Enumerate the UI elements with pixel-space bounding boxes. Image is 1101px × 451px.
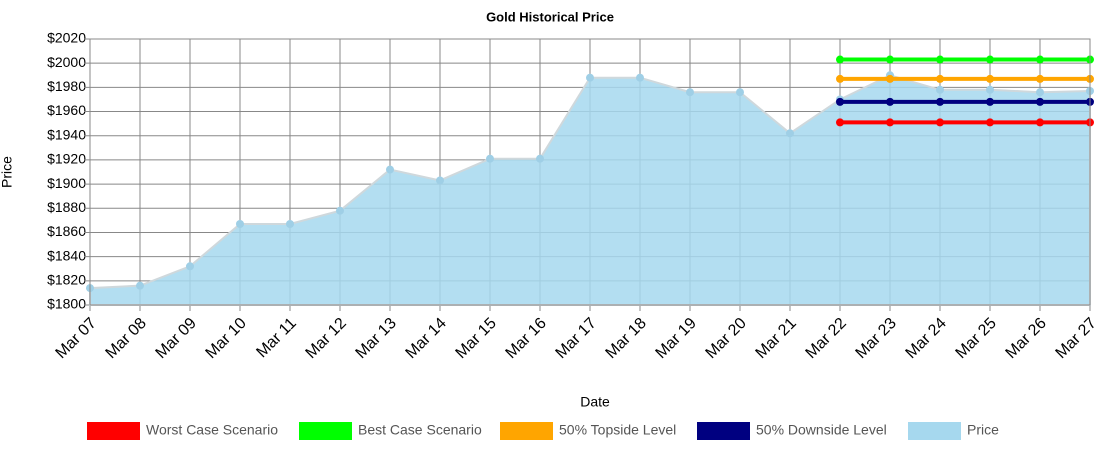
- data-point: [686, 88, 694, 97]
- data-point: [886, 55, 894, 64]
- y-tick-label: $2000: [47, 54, 86, 70]
- data-point: [936, 85, 944, 94]
- legend-swatch: [87, 422, 140, 440]
- chart-title: Gold Historical Price: [486, 9, 614, 24]
- x-tick-label: Mar 23: [853, 315, 900, 362]
- legend-label: 50% Downside Level: [756, 422, 887, 438]
- y-tick-label: $1960: [47, 102, 86, 118]
- x-tick-label: Mar 22: [803, 315, 850, 362]
- y-tick-label: $1840: [47, 247, 86, 263]
- data-point: [936, 55, 944, 64]
- legend-label: Price: [967, 422, 999, 438]
- y-axis-title: Price: [0, 156, 15, 188]
- y-tick-label: $1920: [47, 151, 86, 167]
- data-point: [986, 118, 994, 127]
- y-tick-label: $1820: [47, 272, 86, 288]
- data-point: [836, 74, 844, 83]
- y-tick-label: $1980: [47, 78, 86, 94]
- x-tick-label: Mar 21: [753, 315, 800, 362]
- x-tick-label: Mar 10: [203, 315, 250, 362]
- data-point: [636, 73, 644, 82]
- x-tick-label: Mar 14: [403, 315, 450, 362]
- legend-swatch: [697, 422, 750, 440]
- data-point: [936, 97, 944, 106]
- data-point: [736, 88, 744, 97]
- legend-swatch: [299, 422, 352, 440]
- x-axis-title: Date: [580, 394, 610, 410]
- data-point: [236, 219, 244, 228]
- x-tick-label: Mar 07: [53, 315, 100, 362]
- data-point: [886, 118, 894, 127]
- x-tick-label: Mar 26: [1003, 315, 1050, 362]
- legend-label: Best Case Scenario: [358, 422, 482, 438]
- data-point: [186, 262, 194, 271]
- x-tick-label: Mar 13: [353, 315, 400, 362]
- data-point: [1036, 55, 1044, 64]
- x-tick-label: Mar 16: [503, 315, 550, 362]
- y-tick-label: $1940: [47, 126, 86, 142]
- data-point: [486, 154, 494, 163]
- y-tick-label: $1860: [47, 223, 86, 239]
- data-point: [836, 118, 844, 127]
- data-point: [986, 97, 994, 106]
- x-tick-label: Mar 15: [453, 315, 500, 362]
- legend-label: Worst Case Scenario: [146, 422, 278, 438]
- x-tick-label: Mar 11: [253, 315, 299, 361]
- data-point: [386, 165, 394, 174]
- data-point: [586, 73, 594, 82]
- data-point: [136, 281, 144, 290]
- data-point: [1036, 118, 1044, 127]
- x-tick-label: Mar 17: [553, 315, 600, 362]
- x-tick-label: Mar 27: [1053, 315, 1100, 362]
- y-tick-label: $2020: [47, 30, 86, 46]
- data-point: [1036, 88, 1044, 97]
- data-point: [1036, 97, 1044, 106]
- data-point: [1036, 74, 1044, 83]
- data-point: [886, 74, 894, 83]
- y-tick-label: $1800: [47, 296, 86, 312]
- data-point: [986, 74, 994, 83]
- plot-border: [89, 38, 1091, 306]
- legend-swatch: [908, 422, 961, 440]
- data-point: [886, 97, 894, 106]
- x-tick-label: Mar 24: [903, 315, 950, 362]
- x-tick-label: Mar 08: [103, 315, 150, 362]
- data-point: [986, 55, 994, 64]
- data-point: [836, 97, 844, 106]
- data-point: [936, 118, 944, 127]
- legend-label: 50% Topside Level: [559, 422, 676, 438]
- y-tick-label: $1900: [47, 175, 86, 191]
- x-tick-label: Mar 19: [653, 315, 700, 362]
- x-tick-label: Mar 18: [603, 315, 650, 362]
- x-tick-label: Mar 20: [703, 315, 750, 362]
- data-point: [436, 176, 444, 185]
- data-point: [986, 85, 994, 94]
- y-tick-label: $1880: [47, 199, 86, 215]
- legend-swatch: [500, 422, 553, 440]
- x-tick-label: Mar 12: [303, 315, 350, 362]
- x-tick-label: Mar 25: [953, 315, 1000, 362]
- data-point: [336, 206, 344, 215]
- x-tick-label: Mar 09: [153, 315, 200, 362]
- price-area: [89, 74, 1091, 306]
- data-point: [836, 55, 844, 64]
- data-point: [536, 154, 544, 163]
- data-point: [936, 74, 944, 83]
- data-point: [286, 219, 294, 228]
- data-point: [786, 129, 794, 138]
